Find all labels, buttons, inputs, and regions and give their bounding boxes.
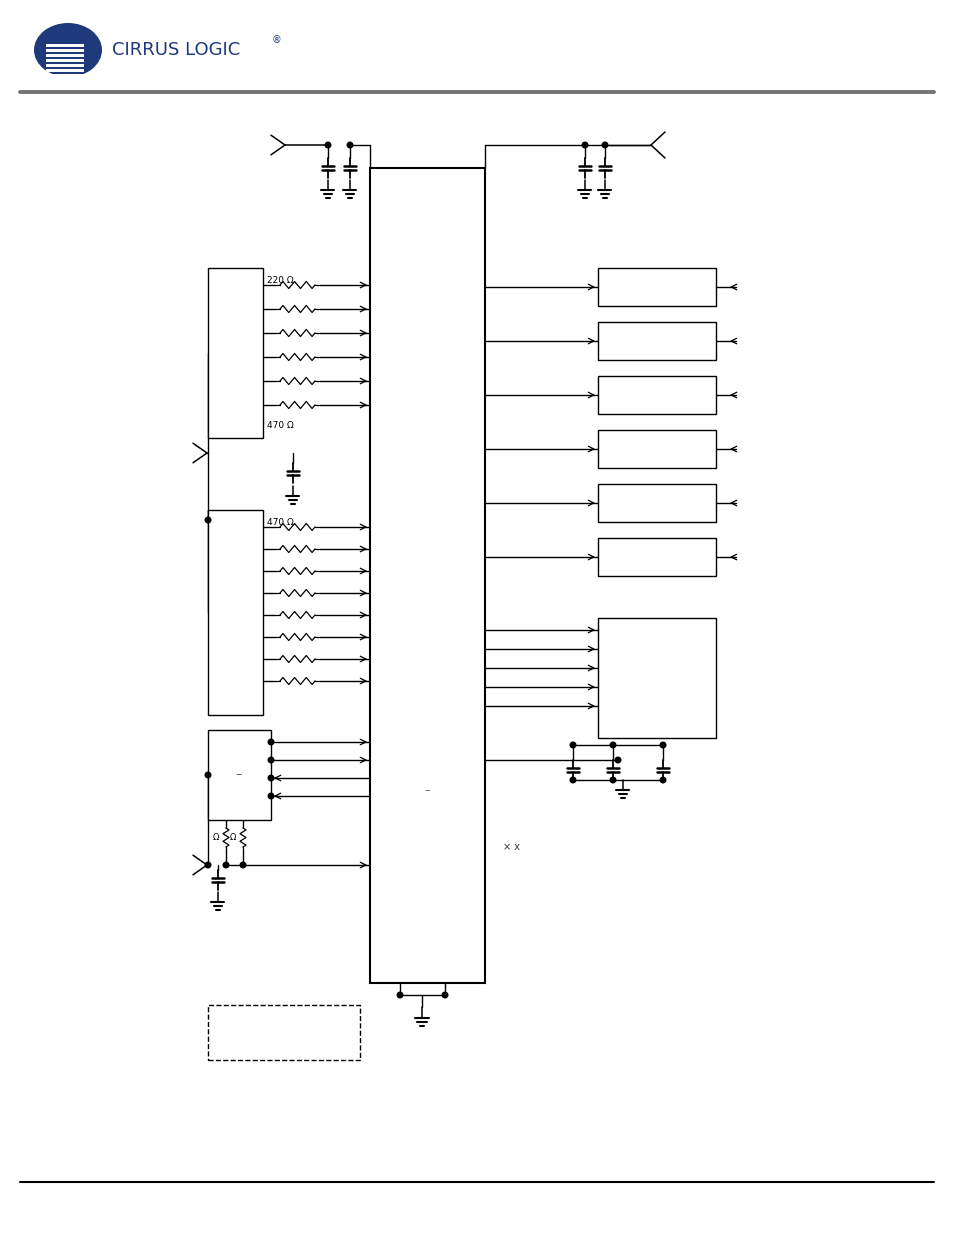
Circle shape — [268, 757, 274, 763]
Circle shape — [615, 757, 620, 763]
Circle shape — [268, 776, 274, 781]
Circle shape — [268, 740, 274, 745]
Bar — [598, 618, 716, 739]
Bar — [598, 322, 716, 359]
Circle shape — [610, 777, 615, 783]
Ellipse shape — [34, 23, 102, 77]
Text: 470 Ω: 470 Ω — [267, 517, 294, 527]
Bar — [46, 43, 84, 47]
Text: Ω: Ω — [213, 832, 219, 841]
Text: 470 Ω: 470 Ω — [267, 421, 294, 430]
Circle shape — [570, 742, 576, 748]
Bar — [370, 356, 442, 983]
Text: Ω: Ω — [230, 832, 236, 841]
Text: × x: × x — [502, 842, 519, 852]
Bar — [46, 68, 84, 72]
Bar — [46, 79, 84, 82]
Circle shape — [347, 142, 353, 148]
Circle shape — [442, 992, 447, 998]
Circle shape — [268, 793, 274, 799]
Bar — [370, 168, 484, 983]
Text: –: – — [235, 768, 242, 782]
Circle shape — [570, 777, 576, 783]
Circle shape — [205, 772, 211, 778]
Bar — [46, 48, 84, 52]
Circle shape — [205, 862, 211, 868]
Bar — [46, 53, 84, 57]
Circle shape — [659, 777, 665, 783]
Circle shape — [610, 742, 615, 748]
Circle shape — [581, 142, 587, 148]
Bar — [208, 730, 271, 820]
Circle shape — [601, 142, 607, 148]
Text: 220 Ω: 220 Ω — [267, 275, 294, 285]
Text: –: – — [424, 785, 430, 795]
Text: CIRRUS LOGIC: CIRRUS LOGIC — [112, 41, 240, 59]
Bar — [598, 430, 716, 468]
Bar — [598, 484, 716, 522]
Circle shape — [325, 142, 331, 148]
Circle shape — [396, 992, 402, 998]
Circle shape — [223, 862, 229, 868]
Bar — [208, 510, 263, 715]
Bar — [46, 58, 84, 62]
Bar — [208, 268, 263, 438]
Bar — [208, 1005, 359, 1060]
Bar — [598, 268, 716, 306]
Circle shape — [659, 742, 665, 748]
Bar — [46, 63, 84, 67]
Bar — [598, 375, 716, 414]
Bar — [598, 538, 716, 576]
Text: ®: ® — [272, 35, 281, 44]
Circle shape — [240, 862, 246, 868]
Circle shape — [205, 517, 211, 522]
Bar — [46, 74, 84, 77]
